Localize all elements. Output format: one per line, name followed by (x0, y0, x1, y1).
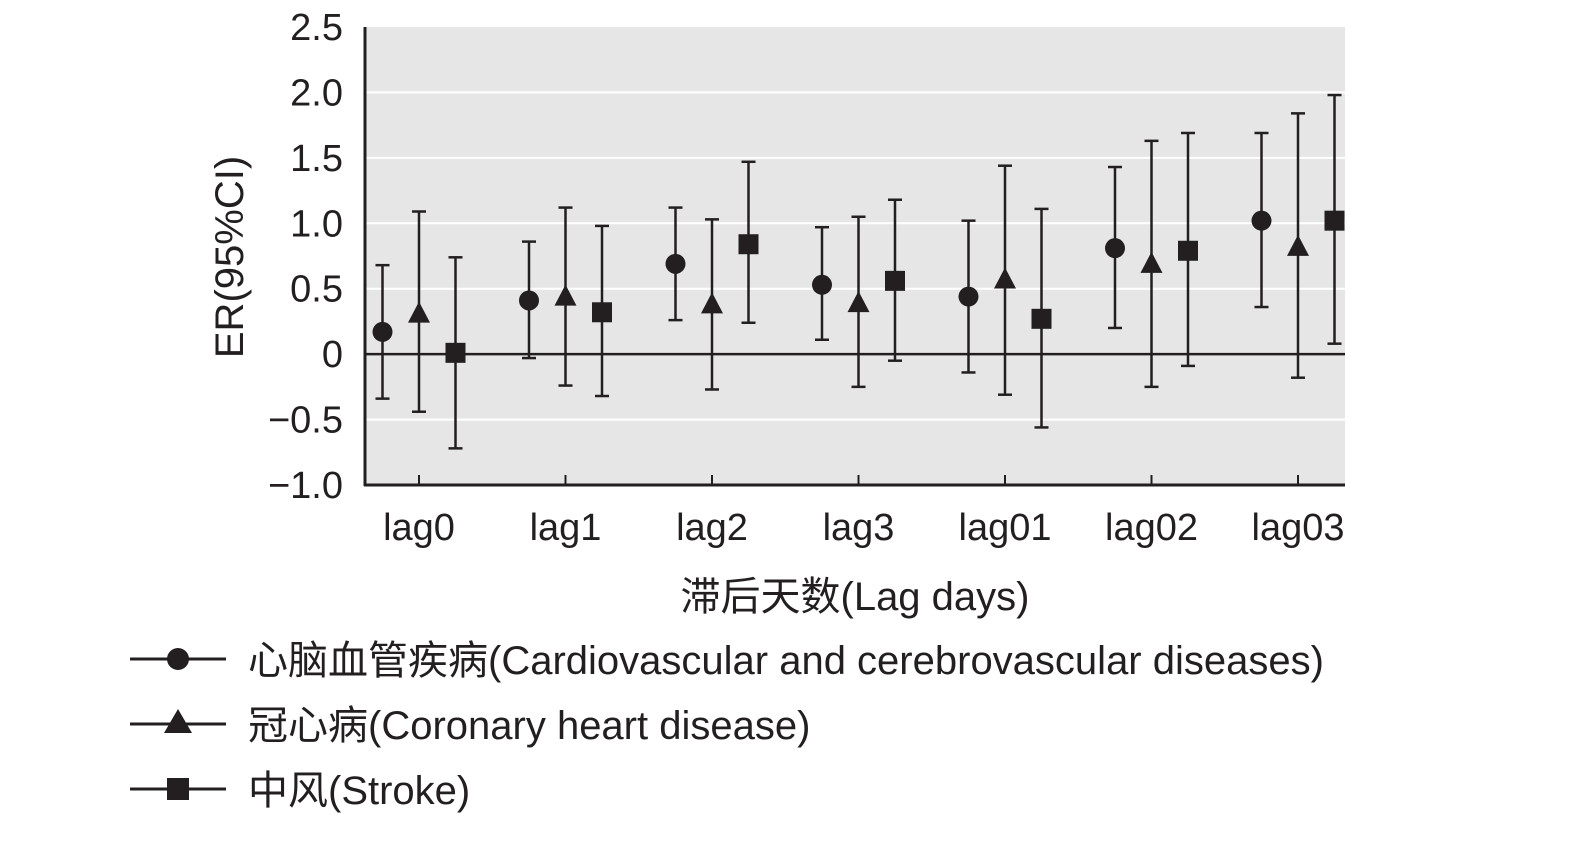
legend-label-cardiovascular: 心脑血管疾病(Cardiovascular and cerebrovascula… (248, 639, 1324, 683)
y-axis-title: ER(95%CI) (208, 156, 252, 358)
data-point-square (592, 302, 612, 323)
data-point-square (1031, 308, 1052, 329)
data-point-circle (1105, 238, 1125, 259)
data-point-circle (372, 321, 393, 342)
data-point-triangle (847, 291, 870, 313)
y-tick-label: −1.0 (268, 465, 343, 507)
data-point-circle (1251, 210, 1272, 231)
data-point-square (1324, 210, 1345, 231)
axes (363, 27, 1345, 487)
data-point-square (1178, 240, 1198, 261)
data-point-triangle (554, 284, 577, 306)
series-circle (372, 131, 1272, 400)
data-point-circle (519, 290, 539, 311)
data-point-circle (812, 274, 832, 295)
series-square (445, 93, 1345, 450)
data-point-square (885, 270, 905, 291)
legend-marker-square (167, 778, 189, 800)
data-point-triangle (994, 267, 1016, 289)
x-tick-label: lag1 (530, 507, 602, 549)
legend-marker-triangle (164, 709, 192, 733)
y-tick-label: 1.5 (290, 138, 343, 180)
x-tick-label: lag3 (823, 507, 895, 549)
data-point-square (445, 342, 466, 363)
data-marks (372, 93, 1345, 450)
x-tick-labels: lag0 lag1 lag2 lag3 lag01 lag02 lag03 (383, 507, 1344, 549)
x-tick-label: lag02 (1105, 507, 1198, 549)
y-tick-label: 1.0 (290, 203, 343, 245)
x-axis-title: 滞后天数(Lag days) (681, 575, 1030, 619)
data-point-circle (958, 286, 979, 307)
y-tick-labels: 2.5 2.0 1.5 1.0 0.5 0 −0.5 −1.0 (268, 7, 343, 507)
data-point-triangle (701, 292, 723, 314)
y-tick-label: 0.5 (290, 269, 343, 311)
legend-item-coronary: 冠心病(Coronary heart disease) (130, 704, 810, 748)
data-point-circle (665, 253, 686, 274)
x-tick-label: lag2 (676, 507, 748, 549)
data-point-triangle (408, 301, 430, 323)
x-tick-label: lag01 (959, 507, 1052, 549)
x-tick-label: lag03 (1252, 507, 1345, 549)
data-point-triangle (1287, 234, 1309, 256)
y-tick-label: −0.5 (268, 400, 343, 442)
x-tick-label: lag0 (383, 507, 455, 549)
legend-label-coronary: 冠心病(Coronary heart disease) (248, 704, 810, 748)
legend-item-cardiovascular: 心脑血管疾病(Cardiovascular and cerebrovascula… (130, 639, 1324, 683)
data-point-triangle (1140, 251, 1163, 273)
legend-label-stroke: 中风(Stroke) (248, 769, 470, 813)
data-point-square (738, 234, 759, 255)
y-tick-label: 2.5 (290, 7, 343, 49)
y-tick-label: 0 (322, 334, 343, 376)
legend: 心脑血管疾病(Cardiovascular and cerebrovascula… (130, 639, 1324, 813)
series-triangle (408, 112, 1309, 413)
y-tick-label: 2.0 (290, 72, 343, 114)
legend-item-stroke: 中风(Stroke) (130, 769, 470, 813)
legend-marker-circle (167, 648, 189, 670)
